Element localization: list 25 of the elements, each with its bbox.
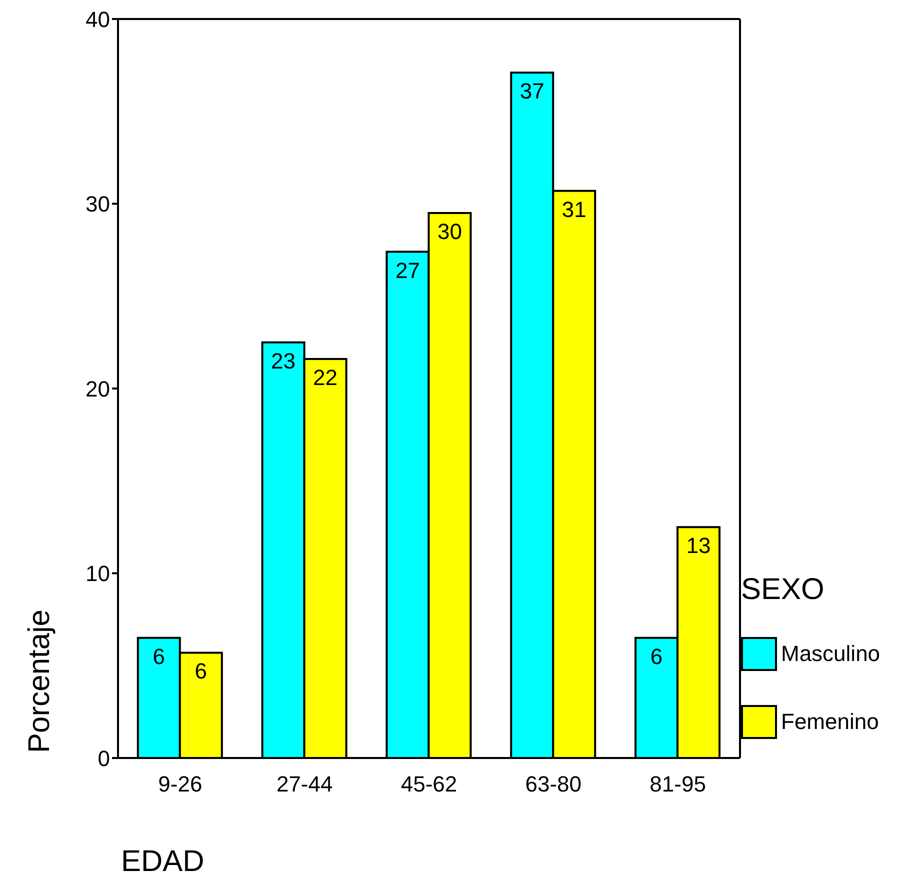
y-tick-label: 0 (98, 746, 110, 771)
data-label: 6 (650, 644, 663, 669)
data-label: 22 (313, 364, 338, 390)
data-label: 30 (437, 218, 462, 244)
data-label: 13 (686, 533, 711, 558)
y-axis-title: Porcentaje (23, 610, 56, 753)
data-label: 23 (271, 348, 296, 374)
y-tick-label: 40 (86, 6, 110, 32)
legend-title: SEXO (741, 573, 826, 607)
x-axis-title: EDAD (121, 845, 204, 878)
data-label: 6 (152, 644, 166, 669)
data-label: 27 (395, 258, 420, 283)
data-label: 31 (562, 196, 586, 222)
legend-label: Femenino (781, 709, 879, 735)
x-tick-label: 45-62 (400, 772, 458, 797)
legend-label: Masculino (781, 641, 880, 667)
y-tick-label: 10 (86, 561, 110, 586)
y-tick-label: 30 (86, 192, 110, 217)
y-tick-label: 20 (86, 376, 110, 402)
x-tick-label: 9-26 (158, 772, 202, 797)
data-label: 37 (520, 78, 544, 104)
data-label: 6 (194, 658, 208, 684)
x-tick-label: 27-44 (276, 772, 333, 797)
x-tick-label: 81-95 (650, 772, 706, 797)
x-tick-label: 63-80 (525, 772, 582, 797)
